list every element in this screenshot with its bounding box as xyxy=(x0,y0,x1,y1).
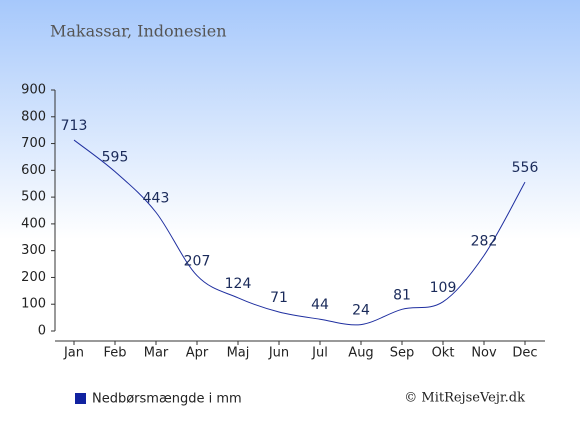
chart-title: Makassar, Indonesien xyxy=(50,22,227,41)
x-tick-label: Jan xyxy=(63,346,84,361)
data-label: 207 xyxy=(184,254,211,270)
x-tick-label: Feb xyxy=(103,346,126,361)
x-tick-label: Apr xyxy=(186,346,209,361)
legend-label: Nedbørsmængde i mm xyxy=(92,392,242,407)
x-tick-label: Sep xyxy=(390,346,415,361)
x-tick-label: Aug xyxy=(348,346,373,361)
data-label: 282 xyxy=(471,233,498,249)
data-label: 713 xyxy=(61,118,88,134)
x-tick-label: Dec xyxy=(512,346,537,361)
x-tick-label: Jul xyxy=(311,346,328,361)
y-tick-label: 800 xyxy=(21,109,46,124)
x-tick-label: Mar xyxy=(144,346,169,361)
x-tick-label: Jun xyxy=(268,346,289,361)
data-label: 44 xyxy=(311,297,329,313)
x-tick-label: Nov xyxy=(471,346,497,361)
y-tick-label: 300 xyxy=(21,243,46,258)
legend-swatch xyxy=(75,393,86,404)
y-tick-label: 700 xyxy=(21,136,46,151)
data-label: 24 xyxy=(352,303,370,319)
x-tick-label: Okt xyxy=(432,346,455,361)
y-tick-label: 600 xyxy=(21,163,46,178)
y-tick-label: 200 xyxy=(21,270,46,285)
data-label: 81 xyxy=(393,287,411,303)
x-tick-label: Maj xyxy=(227,346,250,361)
data-label: 556 xyxy=(512,160,539,176)
copyright: © MitRejseVejr.dk xyxy=(404,391,525,406)
line xyxy=(73,139,526,326)
data-label: 124 xyxy=(225,276,252,292)
data-label: 595 xyxy=(102,150,129,166)
data-label: 109 xyxy=(430,280,457,296)
y-tick-label: 0 xyxy=(38,324,46,339)
y-tick-label: 400 xyxy=(21,216,46,231)
data-label: 443 xyxy=(143,190,170,206)
y-tick-label: 100 xyxy=(21,297,46,312)
y-tick-label: 500 xyxy=(21,190,46,205)
data-label: 71 xyxy=(270,290,288,306)
y-tick-label: 900 xyxy=(21,83,46,98)
